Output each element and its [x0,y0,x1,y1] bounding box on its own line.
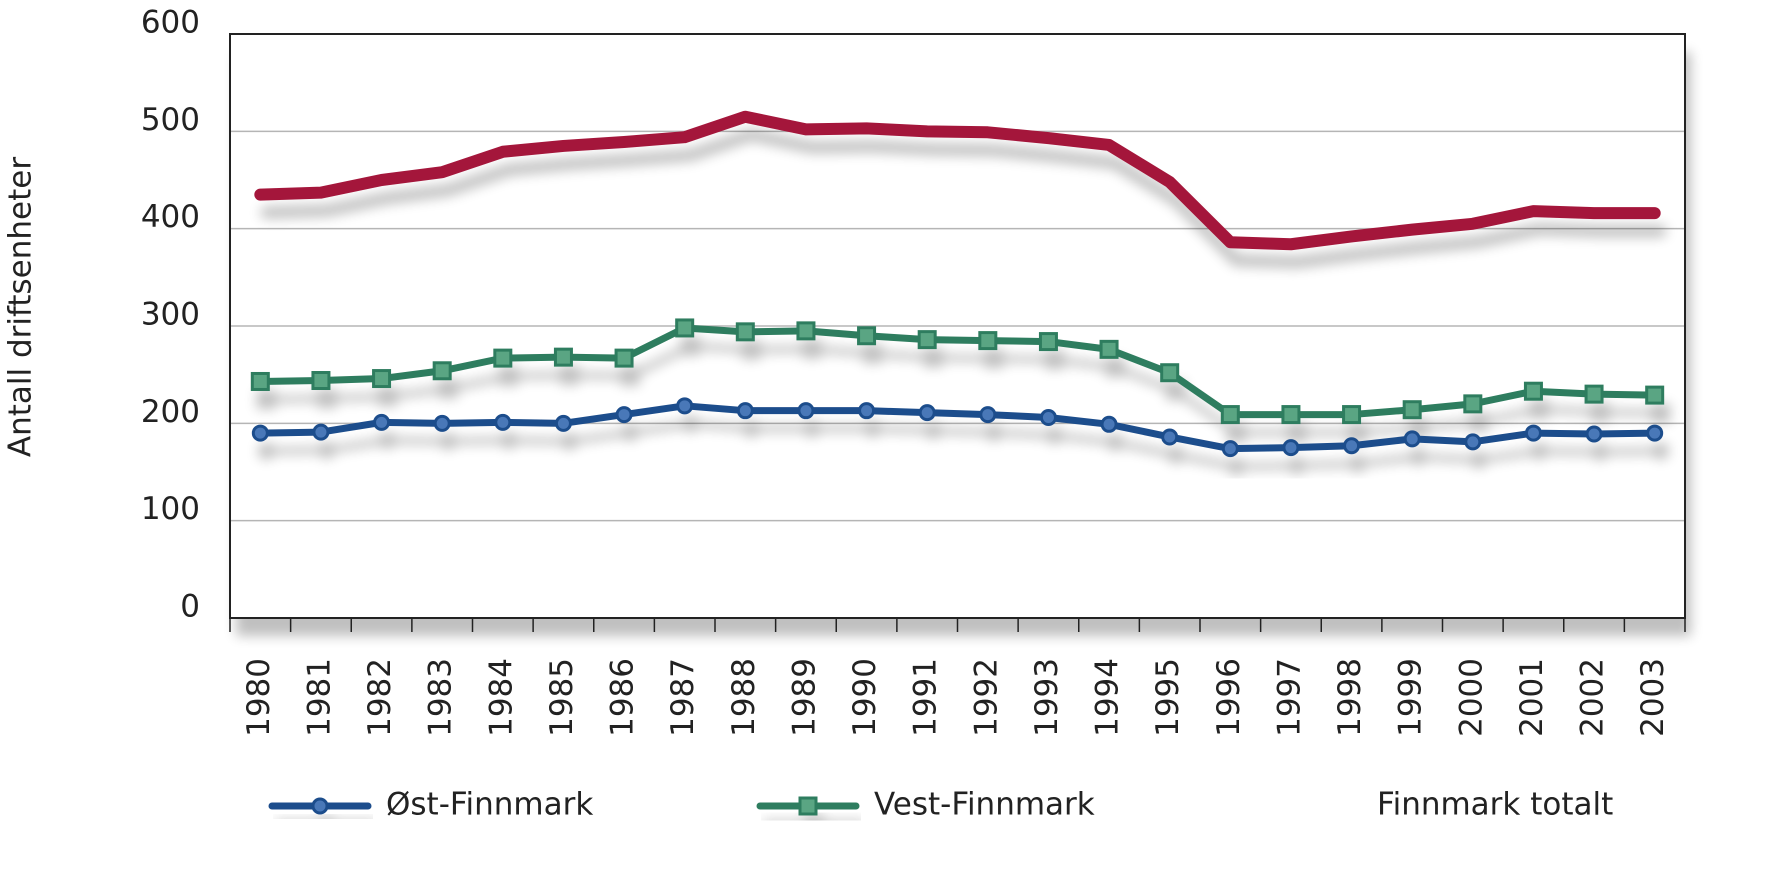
x-tick-label: 1996 [1211,658,1247,737]
point [614,348,634,368]
point [1645,385,1665,405]
series [250,318,1665,425]
x-tick-label: 1994 [1090,658,1126,737]
point [735,322,755,342]
y-tick-label: 0 [180,589,200,625]
y-tick-label: 400 [141,199,200,235]
point [1100,415,1118,433]
x-tick-label: 2002 [1575,658,1611,737]
x-tick-label: 1997 [1271,658,1307,737]
x-tick-label: 2000 [1453,658,1489,737]
point [373,413,391,431]
y-tick-label: 600 [141,5,200,41]
series [254,110,1661,251]
y-tick-label: 300 [141,297,200,333]
point [1281,405,1301,425]
x-tick-label: 1990 [847,658,883,737]
y-tick-label: 500 [141,102,200,138]
point [1524,424,1542,442]
x-tick-label: 1983 [423,658,459,737]
x-tick-label: 1986 [605,658,641,737]
point [1343,437,1361,455]
point [1585,425,1603,443]
point [979,406,997,424]
point [796,321,816,341]
y-tick-label: 200 [141,394,200,430]
x-tick-label: 1993 [1029,658,1065,737]
point [1523,381,1543,401]
point [1221,440,1239,458]
point [1403,430,1421,448]
point [797,402,815,420]
y-axis-label: Antall driftsenheter [3,157,39,457]
point [917,330,937,350]
legend-item [756,796,860,816]
x-tick-label: 1995 [1150,658,1186,737]
legend-marker [798,796,818,816]
point [433,414,451,432]
x-tick-label: 1992 [968,658,1004,737]
x-tick-label: 1989 [786,658,822,737]
x-tick-label: 1991 [908,658,944,737]
x-tick-label: 2003 [1635,658,1671,737]
y-tick-label: 100 [141,491,200,527]
point [432,361,452,381]
series-line [256,402,1659,453]
point [554,414,572,432]
x-tick-label: 1985 [544,658,580,737]
x-tick-label: 1980 [241,658,277,737]
point [675,318,695,338]
point [311,371,331,391]
point [1038,332,1058,352]
point [250,371,270,391]
point [1220,405,1240,425]
x-tick-label: 1984 [483,658,519,737]
point [978,331,998,351]
point [553,347,573,367]
point [918,404,936,422]
x-tick-label: 1999 [1393,658,1429,737]
point [1584,384,1604,404]
point [1646,424,1664,442]
point [312,423,330,441]
point [372,369,392,389]
point [858,402,876,420]
x-tick-label: 1987 [665,658,701,737]
legend-label: Vest-Finnmark [874,787,1095,823]
point [1464,433,1482,451]
point [1463,394,1483,414]
point [1282,439,1300,457]
x-tick-label: 1998 [1332,658,1368,737]
point [251,424,269,442]
point [1039,408,1057,426]
point [494,413,512,431]
series-line [254,110,1661,251]
point [1160,363,1180,383]
x-tick-label: 2001 [1514,658,1550,737]
series [251,397,1664,458]
x-tick-label: 1981 [301,658,337,737]
point [1402,400,1422,420]
point [857,326,877,346]
legend-item [268,797,372,815]
point [1342,405,1362,425]
legend-label: Finnmark totalt [1377,787,1613,823]
x-tick-label: 1982 [362,658,398,737]
point [736,402,754,420]
point [676,397,694,415]
point [493,348,513,368]
series-line [256,324,1659,419]
legend-marker [311,797,329,815]
point [1099,339,1119,359]
point [1161,428,1179,446]
legend-label: Øst-Finnmark [386,787,593,823]
x-tick-label: 1988 [726,658,762,737]
point [615,406,633,424]
